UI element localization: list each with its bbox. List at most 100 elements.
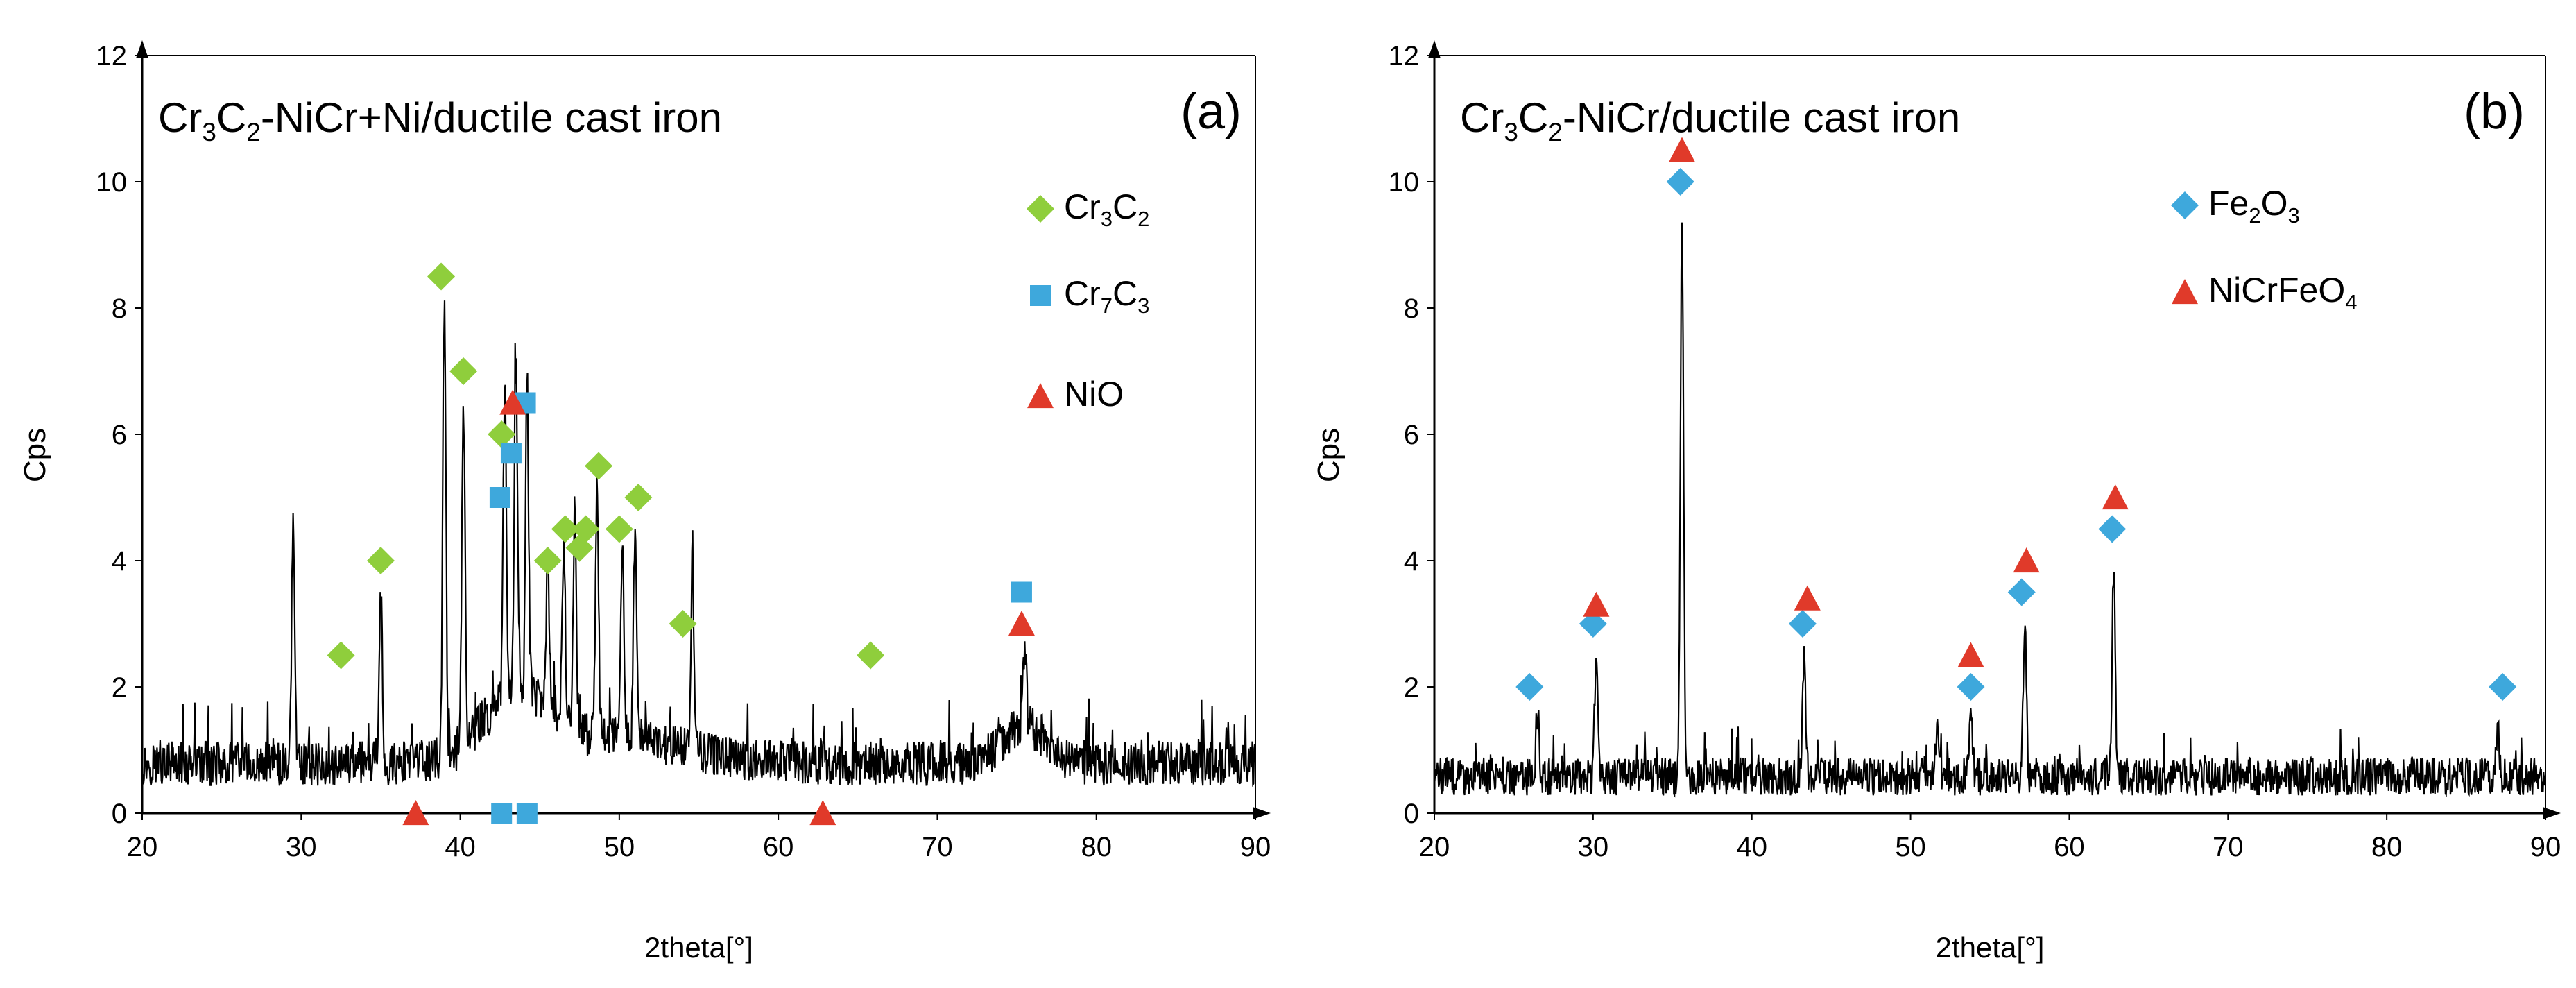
subscript-text: 3	[1504, 118, 1518, 146]
y-tick-label: 10	[1389, 167, 1420, 198]
phase-marker-cr3c2	[857, 641, 885, 670]
label-text: Cr	[1064, 274, 1101, 313]
x-tick-label: 70	[2213, 832, 2244, 862]
phase-marker-nicrfeo4	[1583, 591, 1610, 617]
phase-marker-fe2o3	[1788, 610, 1817, 638]
label-text: C	[1518, 94, 1548, 141]
label-text: C	[1113, 187, 1137, 226]
x-tick-label: 80	[1081, 832, 1112, 862]
subscript-text: 2	[2249, 203, 2260, 228]
subscript-text: 3	[1101, 207, 1113, 231]
legend-marker-diamond-icon	[1027, 195, 1054, 223]
phase-marker-fe2o3	[1666, 168, 1694, 196]
x-axis-label: 2theta[°]	[1936, 931, 2045, 964]
phase-marker-nio	[402, 800, 429, 826]
phase-marker-cr7c3	[516, 803, 538, 824]
x-tick-label: 90	[1240, 832, 1271, 862]
x-tick-label: 70	[922, 832, 953, 862]
phase-marker-cr7c3	[500, 443, 522, 464]
x-axis-label: 2theta[°]	[644, 931, 753, 964]
subscript-text: 2	[1137, 207, 1149, 231]
x-tick-label: 60	[2054, 832, 2085, 862]
subscript-text: 4	[2345, 290, 2357, 314]
phase-marker-cr3c2	[572, 515, 600, 543]
phase-marker-nicrfeo4	[1669, 137, 1696, 162]
x-tick-label: 30	[1578, 832, 1609, 862]
legend-entry: NiO	[1064, 375, 1124, 414]
label-text: NiCrFeO	[2208, 271, 2345, 309]
x-tick-label: 40	[445, 832, 476, 862]
subscript-text: 3	[1137, 293, 1149, 318]
y-tick-label: 10	[96, 167, 128, 198]
phase-marker-fe2o3	[1515, 673, 1544, 701]
legend-marker-diamond-icon	[2171, 191, 2199, 219]
legend-marker-square-icon	[1030, 285, 1051, 306]
phase-marker-cr3c2	[605, 515, 633, 543]
x-axis-arrow-icon	[2543, 807, 2561, 819]
legend-marker-triangle-icon	[2172, 279, 2198, 305]
y-tick-label: 0	[1404, 799, 1419, 829]
y-axis-arrow-icon	[1428, 40, 1441, 58]
subscript-text: 2	[246, 118, 261, 146]
panel-label: (b)	[2464, 84, 2525, 139]
label-text: O	[2261, 184, 2288, 223]
phase-marker-cr3c2	[551, 515, 579, 543]
phase-marker-cr3c2	[533, 547, 562, 574]
y-tick-label: 0	[112, 799, 127, 829]
y-axis-label: Cps	[18, 428, 52, 482]
y-tick-label: 4	[112, 546, 127, 577]
chart-panel-b: 20 30 40 50 60 70 80 900246810122theta[°]CpsCr3…	[1312, 40, 2561, 964]
phase-marker-cr3c2	[366, 547, 395, 574]
x-tick-label: 90	[2530, 832, 2561, 862]
chart-panel-a: 20 30 40 50 60 70 80 900246810122theta[°]CpsCr3…	[18, 40, 1271, 964]
panel-label: (a)	[1180, 84, 1242, 139]
y-tick-label: 8	[112, 293, 127, 324]
phase-marker-cr3c2	[488, 420, 516, 448]
label-text: Cr	[158, 94, 202, 141]
phase-marker-cr7c3	[489, 487, 510, 508]
subscript-text: 3	[2288, 203, 2300, 228]
phase-marker-cr3c2	[585, 452, 613, 480]
label-text: Cr	[1460, 94, 1504, 141]
phase-marker-cr3c2	[327, 641, 355, 670]
y-tick-label: 6	[112, 420, 127, 450]
label-text: NiO	[1064, 375, 1124, 414]
label-text: Fe	[2208, 184, 2249, 223]
phase-marker-cr3c2	[669, 610, 697, 638]
phase-marker-nio	[809, 800, 836, 826]
phase-marker-nicrfeo4	[2102, 484, 2129, 510]
phase-marker-fe2o3	[2098, 515, 2127, 543]
phase-marker-nicrfeo4	[2013, 547, 2040, 573]
x-tick-label: 60	[763, 832, 794, 862]
xrd-curve	[142, 300, 1255, 787]
phase-marker-cr7c3	[1011, 581, 1032, 603]
x-tick-label: 20	[127, 832, 158, 862]
legend-marker-triangle-icon	[1027, 383, 1054, 409]
phase-marker-cr7c3	[491, 803, 513, 824]
legend-entry: Fe2O3	[2208, 184, 2300, 228]
y-tick-label: 8	[1404, 293, 1419, 324]
legend-entry: NiCrFeO4	[2208, 271, 2357, 314]
phase-marker-fe2o3	[2489, 673, 2517, 701]
y-axis-label: Cps	[1312, 428, 1346, 482]
y-tick-label: 12	[1389, 41, 1420, 71]
phase-marker-fe2o3	[1579, 610, 1607, 638]
x-tick-label: 50	[604, 832, 635, 862]
y-tick-label: 2	[1404, 672, 1419, 703]
label-text: C	[216, 94, 246, 141]
y-tick-label: 4	[1404, 546, 1419, 577]
phase-marker-nio	[499, 389, 526, 415]
chart-title: Cr3C2-NiCr+Ni/ductile cast iron	[158, 94, 722, 146]
y-tick-label: 6	[1404, 420, 1419, 450]
y-tick-label: 12	[96, 41, 128, 71]
phase-marker-nicrfeo4	[1957, 642, 1984, 667]
x-tick-label: 40	[1736, 832, 1767, 862]
subscript-text: 7	[1101, 293, 1113, 318]
x-tick-label: 30	[286, 832, 317, 862]
subscript-text: 3	[202, 118, 216, 146]
x-tick-label: 50	[1895, 832, 1926, 862]
phase-marker-nio	[1008, 611, 1035, 636]
phase-marker-cr3c2	[624, 484, 653, 511]
phase-marker-fe2o3	[1957, 673, 1985, 701]
